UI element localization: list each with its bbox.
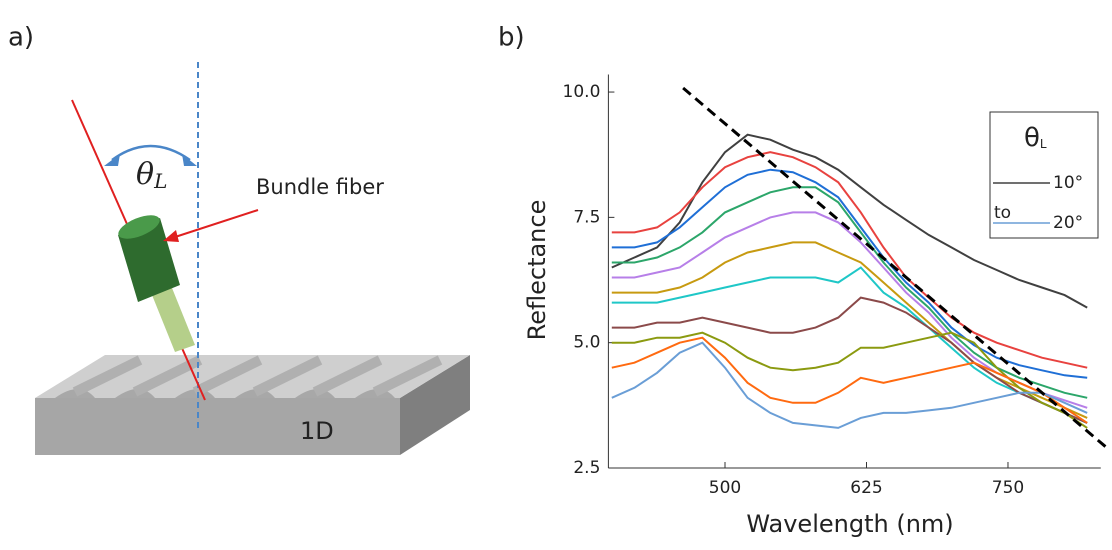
y-axis-label: Reflectance: [523, 200, 551, 341]
series-line: [611, 336, 1088, 424]
series-line: [611, 211, 1088, 409]
y-tick-label: 5.0: [573, 333, 600, 353]
series-line: [611, 341, 1088, 429]
fiber-label: Bundle fiber: [256, 175, 384, 199]
x-tick-label: 625: [850, 478, 882, 498]
angle-subscript: L: [153, 169, 167, 193]
legend-joiner: to: [994, 203, 1011, 223]
panel-label: a): [8, 23, 34, 53]
series-line: [611, 296, 1088, 424]
series-line: [611, 151, 1088, 369]
panel-label: b): [498, 23, 525, 53]
angle-label: θL: [136, 157, 167, 193]
fiber: [118, 215, 195, 352]
x-tick-label: 750: [992, 478, 1024, 498]
legend-label: 20°: [1053, 213, 1083, 233]
legend-box: [989, 111, 1099, 239]
y-tick-label: 10.0: [563, 82, 601, 102]
legend-title: θL: [1024, 123, 1047, 153]
series-line: [611, 186, 1088, 399]
x-axis-label: Wavelength (nm): [746, 510, 953, 538]
trend-line: [682, 86, 1108, 449]
fiber-arrow: [163, 230, 179, 242]
y-tick-label: 2.5: [573, 458, 600, 478]
x-tick-label: 500: [709, 478, 741, 498]
legend-title-symbol: θ: [1024, 123, 1040, 153]
series-line: [611, 168, 1088, 379]
series-line: [611, 266, 1088, 424]
series-line: [611, 133, 1088, 309]
legend-title-subscript: L: [1040, 137, 1047, 151]
sample-block: [35, 355, 470, 455]
sample-label: 1D: [300, 417, 334, 445]
series-line: [611, 241, 1088, 419]
angle-symbol: θ: [136, 157, 154, 192]
legend-label: 10°: [1053, 173, 1083, 193]
y-tick-label: 7.5: [573, 207, 600, 227]
